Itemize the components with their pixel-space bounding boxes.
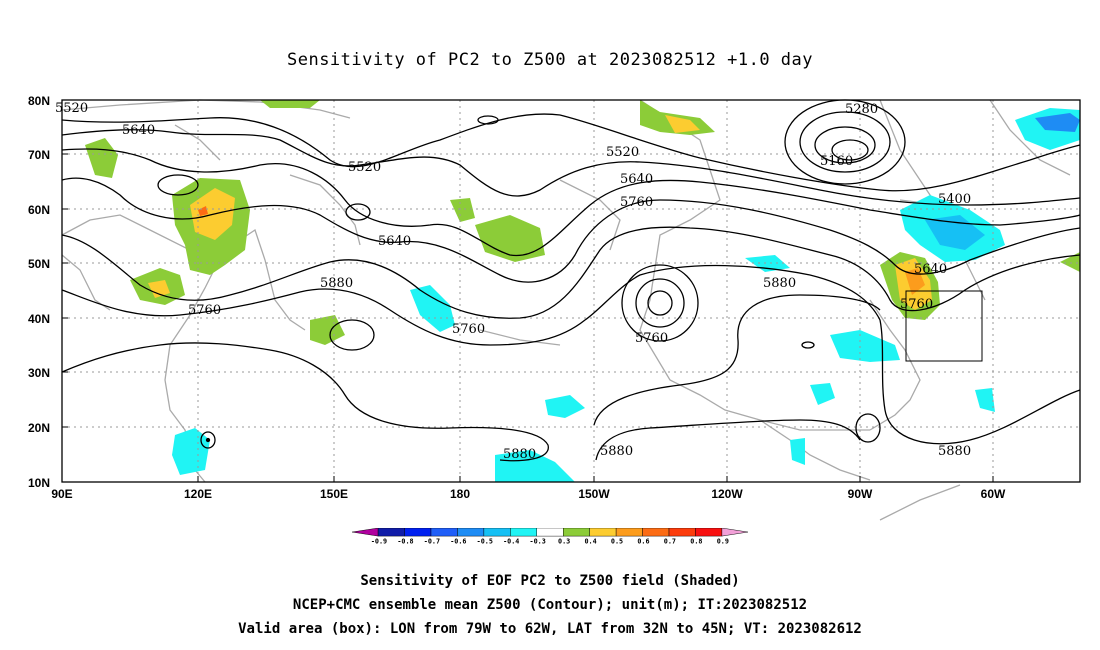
colorbar-labels: -0.9 -0.8 -0.7 -0.6 -0.5 -0.4 -0.3 0.3 0.4 0.5 0.6… — [371, 537, 729, 545]
colorbar-label: 0.7 — [664, 537, 676, 545]
contour-label: 5640 — [122, 123, 155, 138]
contour-labels: 5520 5640 5520 5520 5640 5760 5280 5160 … — [55, 101, 971, 462]
contour-label: 5640 — [914, 262, 947, 277]
colorbar-cell — [668, 528, 696, 537]
lon-label: 150E — [320, 487, 348, 501]
longitude-labels: 90E 120E 150E 180 150W 120W 90W 60W — [51, 487, 1006, 501]
contour-label: 5760 — [620, 195, 653, 210]
contour-label: 5880 — [503, 447, 536, 462]
caption-line-3: Valid area (box): LON from 79W to 62W, L… — [238, 621, 862, 637]
colorbar-label: -0.6 — [450, 537, 466, 545]
colorbar-cell — [404, 528, 432, 537]
colorbar-cell — [695, 528, 723, 537]
contour-label: 5760 — [635, 331, 668, 346]
colorbar-cell — [510, 528, 538, 537]
contour-label: 5160 — [820, 154, 853, 169]
lat-label: 60N — [28, 203, 50, 217]
colorbar-label: -0.9 — [371, 537, 387, 545]
colorbar-cell — [457, 528, 485, 537]
valid-area-box — [905, 290, 983, 362]
contour-label: 5880 — [763, 276, 796, 291]
lon-label: 180 — [450, 487, 470, 501]
lat-label: 50N — [28, 257, 50, 271]
contour-label: 5520 — [606, 145, 639, 160]
lat-label: 20N — [28, 421, 50, 435]
colorbar-label: 0.8 — [690, 537, 702, 545]
colorbar-cell — [536, 528, 564, 537]
latitude-labels: 80N 70N 60N 50N 40N 30N 20N 10N — [28, 94, 50, 490]
colorbar-label: 0.3 — [558, 537, 570, 545]
z500-contours — [61, 99, 1081, 462]
colorbar-cell — [351, 528, 379, 537]
contour-label: 5880 — [600, 444, 633, 459]
colorbar-label: -0.8 — [397, 537, 413, 545]
contour-label: 5640 — [620, 172, 653, 187]
contour-label: 5760 — [900, 297, 933, 312]
contour-label: 5280 — [845, 102, 878, 117]
contour-label: 5880 — [320, 276, 353, 291]
lon-label: 150W — [578, 487, 610, 501]
colorbar-cell — [377, 528, 405, 537]
tick-marks — [62, 153, 994, 482]
colorbar-cell — [483, 528, 511, 537]
contour-label: 5520 — [348, 160, 381, 175]
colorbar-cell — [589, 528, 617, 537]
lat-label: 30N — [28, 366, 50, 380]
colorbar-label: 0.5 — [611, 537, 623, 545]
chart-title: Sensitivity of PC2 to Z500 at 2023082512… — [286, 50, 813, 70]
lat-label: 80N — [28, 94, 50, 108]
lon-label: 90E — [51, 487, 72, 501]
lat-label: 10N — [28, 476, 50, 490]
contour-label: 5520 — [55, 101, 88, 116]
colorbar-label: -0.4 — [503, 537, 519, 545]
colorbar-cell — [430, 528, 458, 537]
colorbar-cell — [562, 528, 590, 537]
colorbar-label: -0.3 — [530, 537, 546, 545]
contour-label: 5640 — [378, 234, 411, 249]
colorbar-label: -0.5 — [477, 537, 493, 545]
colorbar-cell — [615, 528, 643, 537]
contour-label: 5400 — [938, 192, 971, 207]
colorbar-cell — [642, 528, 670, 537]
contour-label: 5880 — [938, 444, 971, 459]
colorbar-label: -0.7 — [424, 537, 440, 545]
lon-label: 90W — [848, 487, 873, 501]
caption-line-1: Sensitivity of EOF PC2 to Z500 field (Sh… — [360, 573, 740, 589]
colorbar: -0.9 -0.8 -0.7 -0.6 -0.5 -0.4 -0.3 0.3 0.4 0.5 0.6… — [351, 528, 749, 545]
lat-label: 70N — [28, 148, 50, 162]
colorbar-cell — [721, 528, 749, 537]
contour-label: 5760 — [188, 303, 221, 318]
lon-label: 120E — [184, 487, 212, 501]
lon-label: 120W — [711, 487, 743, 501]
contour-label: 5760 — [452, 322, 485, 337]
colorbar-label: 0.6 — [637, 537, 649, 545]
colorbar-cells — [351, 528, 749, 537]
map-frame — [61, 99, 1081, 483]
colorbar-label: 0.4 — [584, 537, 596, 545]
colorbar-label: 0.9 — [717, 537, 729, 545]
lat-label: 40N — [28, 312, 50, 326]
caption-line-2: NCEP+CMC ensemble mean Z500 (Contour); u… — [292, 597, 808, 613]
lon-label: 60W — [981, 487, 1006, 501]
